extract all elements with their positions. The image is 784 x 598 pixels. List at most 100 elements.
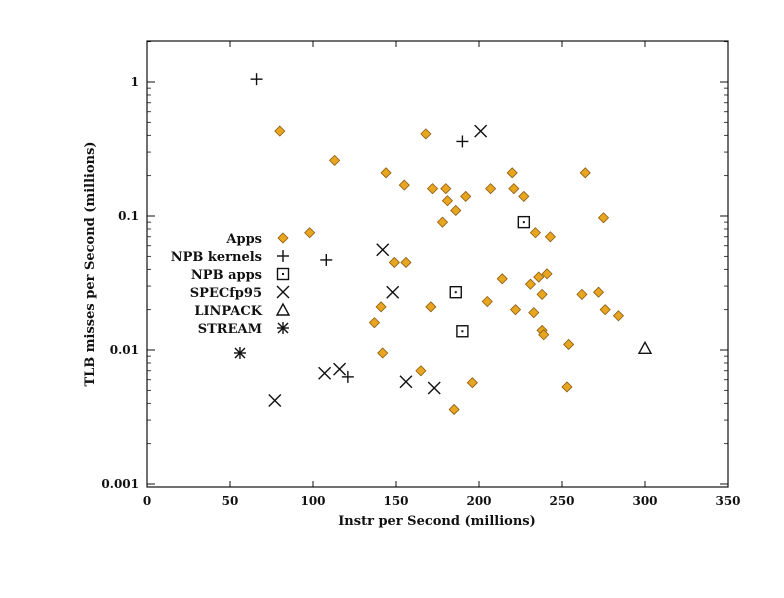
- legend-label-apps: Apps: [225, 232, 262, 247]
- x-tick-label: 250: [549, 494, 574, 508]
- point-specfp95: [318, 366, 332, 380]
- diamond-shape: [563, 338, 575, 351]
- point-apps: [563, 338, 575, 351]
- diamond-shape: [450, 204, 462, 217]
- y-axis: 0.001 0.01 0.1 1: [101, 41, 728, 491]
- diamond-shape: [388, 256, 400, 269]
- point-npb-apps: [456, 325, 469, 338]
- point-apps: [506, 167, 518, 179]
- diamond-shape: [579, 167, 591, 179]
- point-apps: [426, 183, 439, 195]
- point-specfp95: [386, 285, 400, 299]
- diamond-shape: [420, 128, 432, 140]
- legend-label-stream: STREAM: [198, 322, 262, 337]
- triangle-shape: [637, 340, 653, 354]
- diamond-shape: [377, 347, 389, 359]
- point-stream: [233, 346, 246, 359]
- x-axis: 0 50 100 150 200 250 300 350: [143, 41, 741, 508]
- point-apps: [380, 167, 392, 179]
- point-apps: [576, 288, 588, 300]
- point-apps: [304, 227, 316, 239]
- diamond-shape: [440, 183, 452, 195]
- point-npb-kernels: [456, 135, 469, 148]
- diamond-shape: [612, 310, 625, 322]
- y-tick-label: 0.1: [118, 209, 139, 223]
- x-stroke-b: [268, 393, 282, 407]
- diamond-shape: [496, 273, 508, 285]
- diamond-shape: [481, 295, 493, 308]
- point-apps: [274, 125, 286, 137]
- point-specfp95: [268, 393, 282, 407]
- diamond-shape: [375, 301, 387, 313]
- point-apps: [375, 301, 387, 313]
- square-shape: [517, 215, 531, 229]
- diamond-shape: [485, 183, 497, 195]
- square-shape: [276, 267, 290, 281]
- point-npb-apps: [517, 215, 531, 229]
- point-apps: [544, 231, 556, 243]
- diamond-shape: [398, 179, 410, 191]
- x-tick-label: 200: [466, 494, 491, 508]
- diamond-shape: [529, 227, 542, 239]
- x-stroke-b: [376, 243, 390, 257]
- legend-label-npb-apps: NPB apps: [191, 268, 262, 283]
- y-tick-label: 0.001: [101, 477, 139, 491]
- point-apps: [496, 273, 508, 285]
- legend-label-linpack: LINPACK: [194, 304, 262, 319]
- diamond-shape: [415, 365, 427, 377]
- y-tick-label: 1: [131, 75, 139, 89]
- diamond-shape: [576, 288, 588, 300]
- point-apps: [460, 190, 472, 202]
- diamond-shape: [599, 304, 611, 316]
- point-apps: [592, 286, 605, 298]
- diamond-shape: [561, 381, 573, 393]
- point-apps: [388, 256, 400, 269]
- point-apps: [450, 204, 462, 217]
- square-dot: [282, 273, 284, 275]
- point-apps: [441, 195, 454, 207]
- point-apps: [528, 307, 540, 319]
- x-stroke-b: [318, 366, 332, 380]
- point-specfp95: [376, 243, 390, 257]
- legend-marker-stream: [277, 322, 289, 334]
- x-stroke-b: [276, 285, 290, 299]
- diamond-shape: [274, 125, 286, 137]
- point-apps: [541, 268, 553, 280]
- point-apps: [518, 190, 530, 202]
- point-apps: [485, 183, 497, 195]
- diamond-shape: [509, 304, 522, 316]
- point-apps: [436, 216, 449, 228]
- x-stroke-b: [386, 285, 400, 299]
- point-apps: [398, 179, 410, 191]
- point-apps: [529, 227, 542, 239]
- point-specfp95: [427, 381, 441, 395]
- legend-marker-npb-kernels: [277, 250, 289, 262]
- point-apps: [448, 403, 460, 416]
- x-axis-title: Instr per Second (millions): [338, 514, 536, 529]
- legend-marker-apps: [277, 232, 289, 244]
- legend-label-specfp95: SPECfp95: [190, 286, 262, 301]
- point-apps: [579, 167, 591, 179]
- diamond-shape: [528, 307, 540, 319]
- point-apps: [440, 183, 452, 195]
- diamond-shape: [400, 256, 412, 269]
- diamond-shape: [518, 190, 530, 202]
- ast-d2: [234, 347, 246, 359]
- diamond-shape: [536, 288, 548, 300]
- diamond-shape: [436, 216, 449, 228]
- point-apps: [533, 271, 545, 283]
- x-stroke-b: [333, 362, 347, 376]
- point-npb-apps: [449, 285, 462, 299]
- ast-d2: [277, 322, 289, 334]
- square-shape: [449, 285, 462, 299]
- point-apps: [400, 256, 412, 269]
- diamond-shape: [441, 195, 454, 207]
- square-dot: [522, 221, 525, 224]
- x-stroke-b: [399, 375, 413, 389]
- diamond-shape: [544, 231, 556, 243]
- diamond-shape: [460, 190, 472, 202]
- point-apps: [524, 278, 537, 290]
- data-points: [233, 73, 653, 416]
